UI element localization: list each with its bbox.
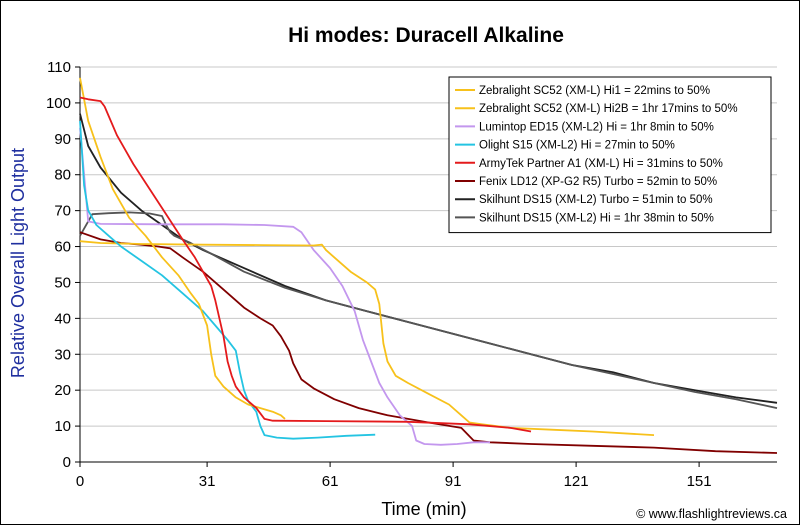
series-line-2 <box>79 240 655 436</box>
legend-entry-6: Fenix LD12 (XP-G2 R5) Turbo = 52min to 5… <box>479 176 717 188</box>
series-lines <box>79 77 778 454</box>
x-axis-label: Time (min) <box>381 499 466 519</box>
y-tick-label: 70 <box>54 203 71 220</box>
series-line-1 <box>79 77 286 420</box>
y-tick-label: 60 <box>54 239 71 256</box>
x-tick-label: 91 <box>445 473 462 490</box>
y-tick-label: 30 <box>54 346 71 363</box>
credit-text: © www.flashlightreviews.ca <box>636 507 787 521</box>
series-line-5 <box>79 96 532 433</box>
y-tick-label: 110 <box>47 59 71 76</box>
chart-title: Hi modes: Duracell Alkaline <box>288 24 564 47</box>
legend-entry-4: Olight S15 (XM-L2) Hi = 27min to 50% <box>479 140 675 152</box>
legend-entry-1: Zebralight SC52 (XM-L) Hi1 = 22mins to 5… <box>479 85 710 97</box>
legend-box <box>448 76 772 234</box>
y-tick-label: 40 <box>54 310 71 327</box>
y-tick-label: 100 <box>46 95 71 112</box>
series-line-4 <box>79 120 376 440</box>
y-tick-label: 50 <box>54 274 71 291</box>
x-tick-labels: 0 31 61 91 121 151 <box>76 473 712 490</box>
x-tick-label: 151 <box>687 473 712 490</box>
y-tick-label: 10 <box>54 418 71 435</box>
x-tick-label: 31 <box>199 473 216 490</box>
y-axis-label: Relative Overall Light Output <box>8 148 28 378</box>
y-tick-label: 20 <box>54 382 71 399</box>
x-tick-label: 0 <box>76 473 84 490</box>
series-line-6 <box>79 231 778 454</box>
legend-entry-3: Lumintop ED15 (XM-L2) Hi = 1hr 8min to 5… <box>479 121 714 133</box>
y-tick-labels: 0 10 20 30 40 50 60 70 80 90 100 110 <box>46 59 71 471</box>
legend-entry-8: Skilhunt DS15 (XM-L2) Hi = 1hr 38min to … <box>479 212 714 224</box>
y-tick-label: 0 <box>63 454 71 471</box>
x-tick-label: 61 <box>322 473 339 490</box>
legend-entry-7: Skilhunt DS15 (XM-L2) Turbo = 51min to 5… <box>479 194 713 206</box>
legend: Zebralight SC52 (XM-L) Hi1 = 22mins to 5… <box>448 76 772 234</box>
legend-entry-2: Zebralight SC52 (XM-L) Hi2B = 1hr 17mins… <box>479 103 738 115</box>
y-tick-label: 80 <box>54 167 71 184</box>
series-line-8 <box>79 211 778 409</box>
x-tick-label: 121 <box>564 473 589 490</box>
legend-entry-5: ArmyTek Partner A1 (XM-L) Hi = 31mins to… <box>479 158 723 170</box>
y-tick-label: 90 <box>54 131 71 148</box>
series-line-3 <box>79 127 490 446</box>
